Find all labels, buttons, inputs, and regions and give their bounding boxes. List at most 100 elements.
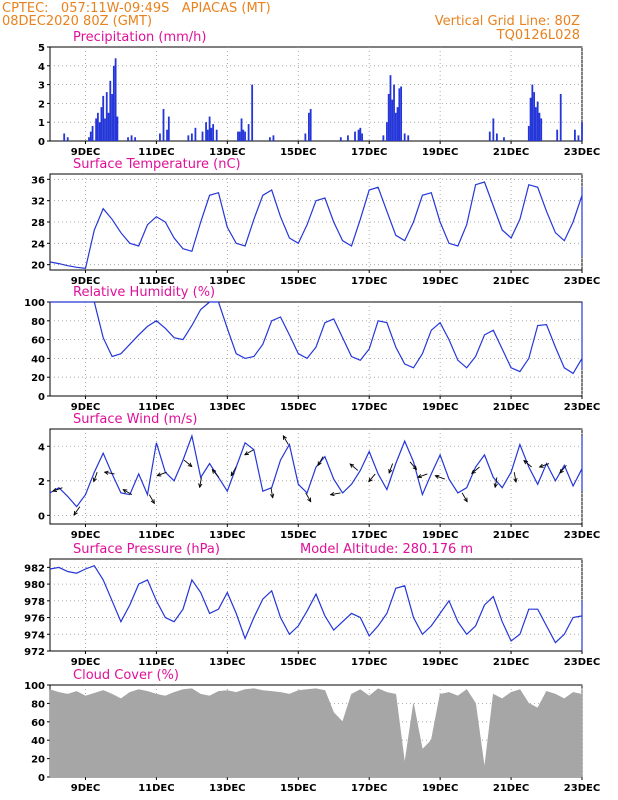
wind-arrow-head (349, 463, 355, 468)
temperature-panel: Surface Temperature (nC) 9DEC 11DEC 13DEC 1… (31, 157, 600, 287)
precip-bar (538, 112, 541, 141)
precip-bar (194, 127, 197, 141)
precip-bar (107, 112, 110, 141)
precip-bar (272, 135, 275, 141)
pres-ytick-label: 972 (24, 647, 45, 658)
wind-arrow (330, 492, 341, 496)
wind-frame (49, 428, 583, 525)
pressure-panel: Surface Pressure (hPa) Model Altitude: 2… (24, 542, 600, 668)
pres-xtick-label: 19DEC (422, 657, 458, 668)
temperature-title: Surface Temperature (nC) (73, 157, 241, 172)
precip-bar (540, 118, 543, 141)
precip-bar (357, 129, 360, 141)
precip-bar (167, 116, 170, 141)
wind-xtick-label: 9DEC (71, 530, 100, 541)
precip-bar (577, 135, 580, 141)
cloud-xtick-label: 23DEC (564, 783, 600, 794)
wind-arrow-head (244, 451, 249, 456)
precip-bar (212, 124, 215, 141)
temp-ytick-label: 28 (31, 218, 45, 229)
precip-bar (242, 129, 245, 141)
precip-bar (208, 116, 211, 141)
precip-bar (407, 135, 410, 141)
cloud-ytick-label: 100 (24, 681, 45, 692)
precip-bar (387, 94, 390, 141)
precip-ytick-label: 0 (38, 137, 45, 148)
wind-arrow-head (538, 463, 544, 468)
precip-bar (162, 109, 165, 141)
wind-arrow (123, 489, 133, 496)
temp-ytick-label: 32 (31, 197, 45, 208)
wind-arrow (317, 456, 324, 466)
precip-bar (536, 101, 539, 141)
pressure-title: Surface Pressure (hPa) (73, 542, 220, 557)
precip-bar (127, 137, 129, 141)
precip-bar (240, 118, 243, 141)
rh-xtick-label: 17DEC (351, 402, 387, 413)
precip-bar (559, 94, 562, 141)
pres-ytick-label: 976 (24, 614, 45, 625)
temp-xtick-label: 19DEC (422, 276, 458, 287)
wind-arrow (435, 475, 445, 480)
precip-bar (400, 86, 403, 141)
cloud-xtick-label: 15DEC (280, 783, 316, 794)
header-model: TQ0126L028 (496, 28, 580, 43)
cloud-ytick-label: 0 (38, 773, 45, 784)
temp-series-line (49, 181, 583, 270)
pres-xtick-label: 17DEC (351, 657, 387, 668)
pres-ytick-label: 980 (24, 580, 45, 591)
precip-bar (210, 127, 213, 141)
header: CPTEC: 057:11W-09:49S APIACAS (MT) 08DEC… (2, 1, 580, 43)
precip-bar (308, 112, 310, 141)
precip-bar (386, 122, 388, 141)
precip-xtick-label: 13DEC (209, 147, 245, 158)
precip-bar (403, 133, 406, 141)
wind-arrow (539, 463, 550, 468)
cloud-ytick-label: 60 (31, 718, 45, 729)
precip-bar (98, 122, 101, 141)
wind-arrow (244, 449, 254, 456)
precip-bar (251, 84, 254, 141)
wind-arrow-head (122, 489, 128, 494)
wind-arrow-head (412, 465, 418, 471)
wind-arrow (230, 466, 237, 476)
cloud-xtick-label: 13DEC (209, 783, 245, 794)
precip-bar (112, 65, 115, 141)
wind-arrow-head (211, 468, 217, 474)
wind-arrow-head (434, 474, 440, 479)
temp-xtick-label: 15DEC (280, 276, 316, 287)
pres-xtick-label: 21DEC (493, 657, 529, 668)
wind-arrow (212, 469, 220, 478)
precipitation-title: Precipitation (mm/h) (73, 30, 206, 45)
rh-xtick-label: 11DEC (138, 402, 174, 413)
header-run-time: 08DEC2020 80Z (GMT) (2, 14, 152, 29)
temp-xtick-label: 9DEC (71, 276, 100, 287)
wind-arrow (349, 463, 359, 471)
precip-ytick-label: 2 (38, 99, 45, 110)
wind-arrow (471, 466, 480, 474)
wind-arrow (461, 492, 468, 502)
wind-xtick-label: 23DEC (564, 530, 600, 541)
precip-bar (529, 97, 532, 141)
precip-bar (398, 88, 401, 141)
wind-ytick-label: 4 (38, 442, 45, 453)
temp-xtick-label: 23DEC (564, 276, 600, 287)
wind-arrow (523, 460, 532, 468)
wind-arrow (305, 492, 312, 502)
rh-xtick-label: 13DEC (209, 402, 245, 413)
rh-xtick-label: 15DEC (280, 402, 316, 413)
wind-arrow-head (416, 474, 422, 479)
cloud-xtick-label: 21DEC (493, 783, 529, 794)
precip-bar (534, 107, 537, 141)
precip-bar (63, 133, 66, 141)
precip-bar (95, 118, 98, 141)
precip-bar (396, 107, 399, 141)
wind-arrow-head (513, 478, 518, 484)
rh-series-line (50, 301, 583, 375)
pres-xtick-label: 15DEC (280, 657, 316, 668)
precip-bar (130, 135, 133, 141)
precip-bar (359, 127, 362, 141)
precip-bar (527, 125, 530, 141)
pres-ytick-label: 974 (24, 630, 45, 641)
wind-series-line (49, 433, 583, 508)
